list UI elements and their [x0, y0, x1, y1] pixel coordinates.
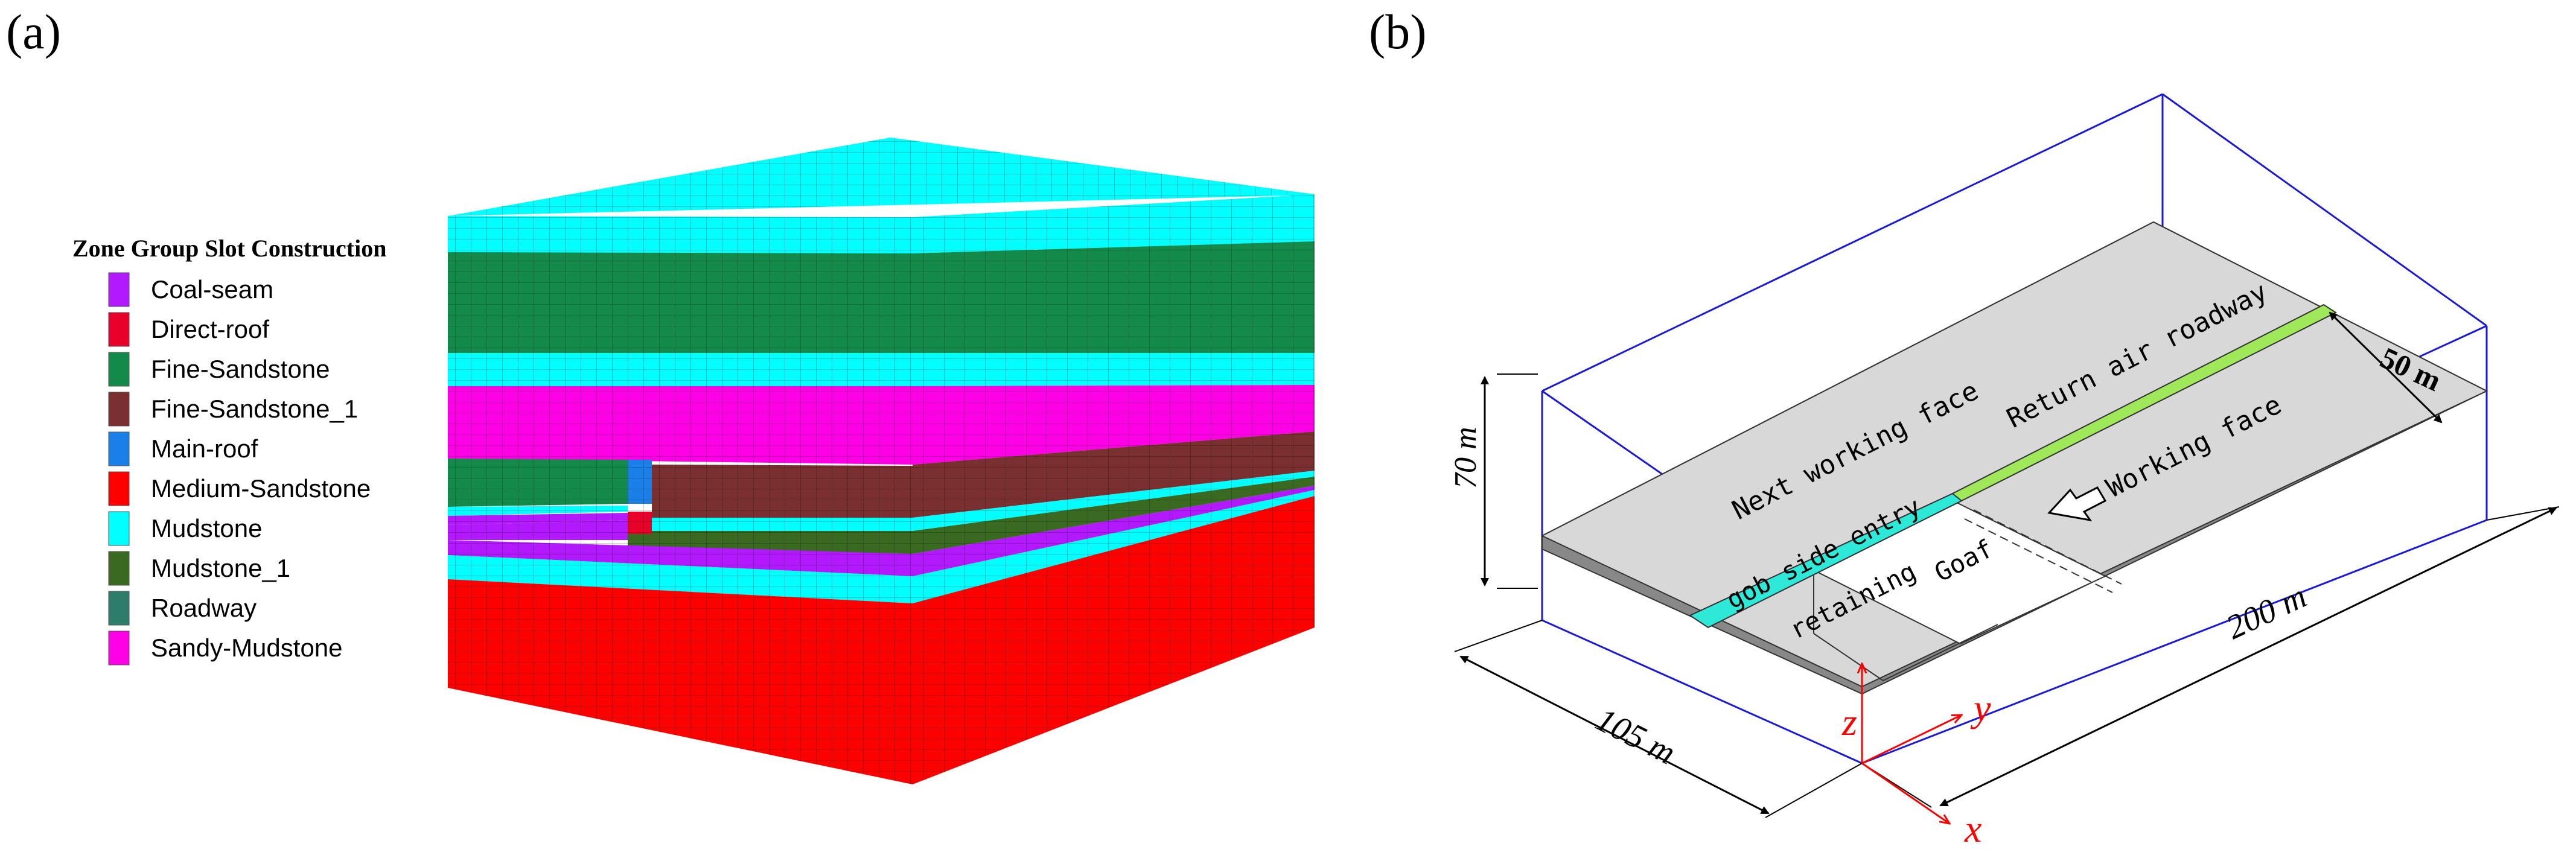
legend-swatch: [108, 431, 130, 466]
dim-length-label: 200 m: [2221, 577, 2312, 647]
legend-label: Direct-roof: [151, 315, 269, 343]
coordinate-axes: z y x: [1841, 664, 1991, 850]
panel-b-label: (b): [1369, 4, 1427, 59]
legend-title: Zone Group Slot Construction: [72, 235, 386, 262]
dim-width-label: 105 m: [1590, 701, 1682, 772]
panel-a-label: (a): [6, 4, 61, 59]
legend-swatch: [108, 511, 130, 546]
legend-swatch: [108, 272, 130, 307]
model-diagram: 70 m 105 m 200 m 50 m Next working face …: [1449, 93, 2560, 850]
legend-label: Fine-Sandstone: [151, 355, 330, 383]
dim-height: 70 m: [1449, 373, 1538, 589]
axis-x-line: [1861, 762, 1950, 824]
legend-label: Fine-Sandstone_1: [151, 395, 358, 423]
axis-x-label: x: [1964, 807, 1981, 850]
axis-y-line: [1861, 715, 1962, 764]
coal-slab: [1540, 221, 2488, 695]
legend-swatch: [108, 352, 130, 387]
legend-swatch: [108, 392, 130, 427]
legend-label: Main-roof: [151, 434, 258, 463]
axis-y-label: y: [1970, 687, 1991, 729]
dim-height-label: 70 m: [1449, 427, 1483, 489]
legend-swatch: [108, 591, 130, 626]
legend-swatch: [108, 312, 130, 347]
side-face: [913, 194, 1315, 784]
legend-label: Medium-Sandstone: [151, 474, 371, 503]
mesh-model: [448, 138, 1315, 784]
legend-swatch: [108, 551, 130, 586]
legend-label: Roadway: [151, 594, 257, 622]
legend-swatch: [108, 631, 130, 666]
legend-swatch: [108, 471, 130, 506]
working-face-arrow: [2047, 486, 2107, 522]
axis-z-label: z: [1841, 701, 1857, 743]
legend-label: Mudstone_1: [151, 554, 290, 582]
legend-label: Sandy-Mudstone: [151, 634, 343, 662]
front-face: [448, 216, 913, 784]
legend-label: Mudstone: [151, 514, 262, 542]
legend-label: Coal-seam: [151, 275, 273, 303]
legend: Zone Group Slot Construction Coal-seam Di…: [72, 235, 386, 666]
